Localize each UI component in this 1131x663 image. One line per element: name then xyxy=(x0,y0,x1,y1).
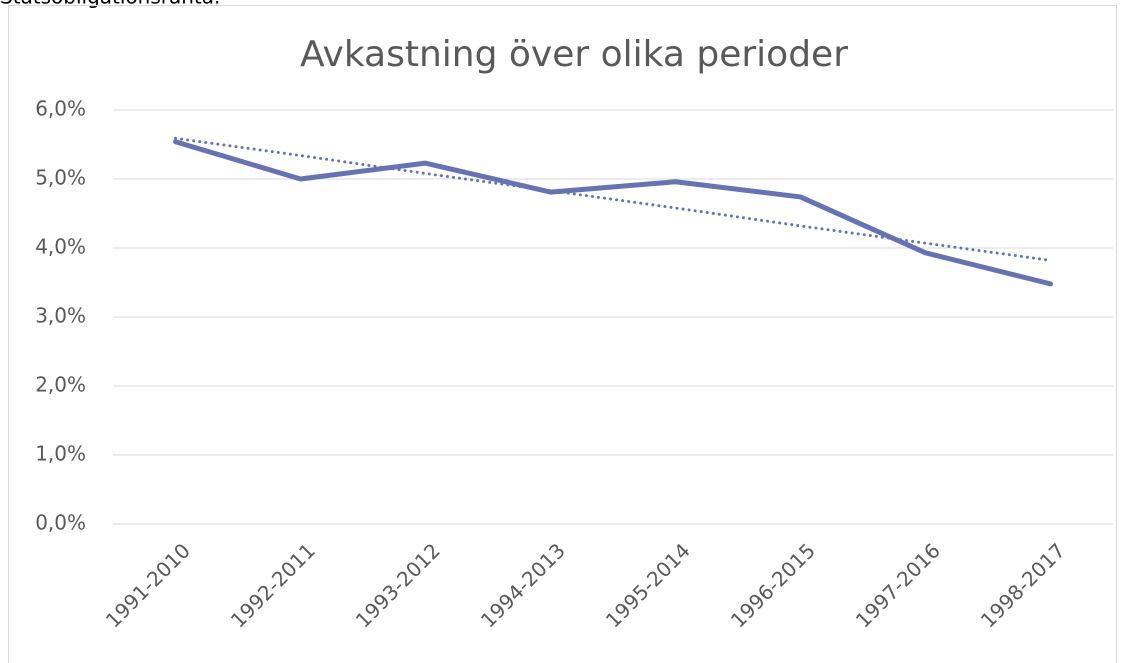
x-tick-label: 1995-2014 xyxy=(601,538,695,632)
y-tick-label: 1,0% xyxy=(35,442,86,466)
x-tick-label: 1996-2015 xyxy=(726,538,820,632)
caption: Statsobligationsränta. xyxy=(0,0,220,9)
y-tick-label: 0,0% xyxy=(35,511,86,535)
x-tick-label: 1994-2013 xyxy=(476,538,570,632)
y-tick-label: 4,0% xyxy=(35,235,86,259)
x-tick-label: 1993-2012 xyxy=(351,538,445,632)
x-tick-label: 1998-2017 xyxy=(976,538,1070,632)
y-tick-label: 2,0% xyxy=(35,373,86,397)
y-tick-label: 3,0% xyxy=(35,304,86,328)
chart-title: Avkastning över olika perioder xyxy=(300,34,848,75)
x-tick-label: 1991-2010 xyxy=(101,538,195,632)
y-tick-label: 6,0% xyxy=(35,97,86,121)
trend-line xyxy=(174,136,1052,262)
x-tick-label: 1997-2016 xyxy=(851,538,945,632)
x-tick-label: 1992-2011 xyxy=(226,538,320,632)
data-line xyxy=(173,139,1053,287)
chart-frame xyxy=(8,5,1117,663)
y-tick-label: 5,0% xyxy=(35,166,86,190)
